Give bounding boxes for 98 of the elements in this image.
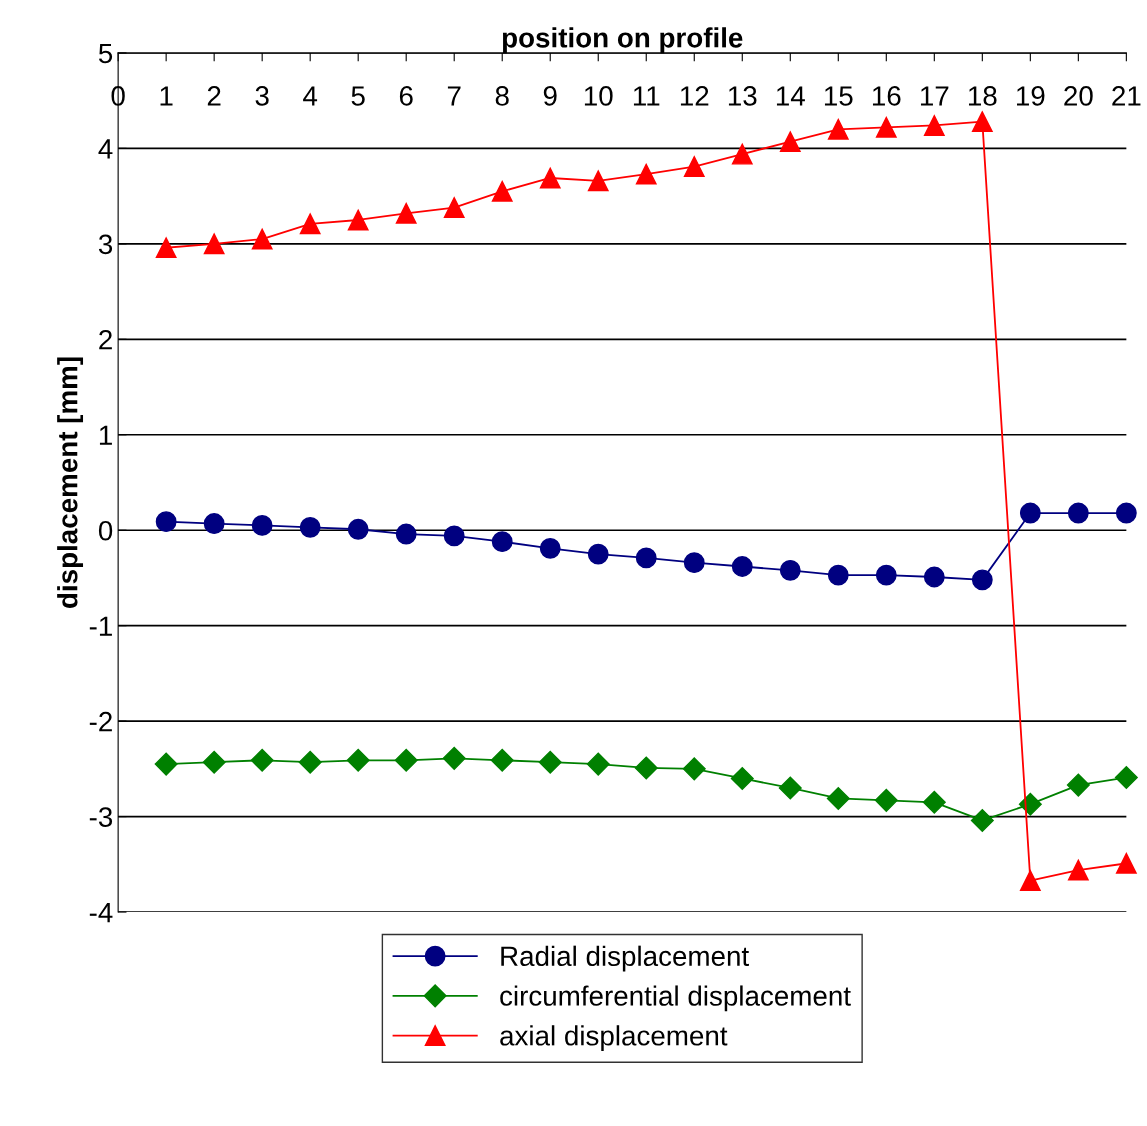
point — [394, 748, 418, 772]
x-tick-label: 15 — [824, 86, 853, 106]
point — [442, 746, 466, 770]
x-tick-label: 16 — [872, 86, 901, 106]
point — [922, 790, 946, 814]
point — [731, 556, 753, 577]
point — [395, 523, 417, 545]
point — [874, 788, 898, 812]
point — [203, 233, 225, 255]
point — [395, 202, 417, 224]
x-tick-label: 8 — [495, 86, 509, 106]
y-tick-label: 1 — [99, 425, 112, 445]
y-axis-title: displacement [mm] — [57, 357, 84, 608]
point — [730, 766, 754, 790]
point — [1067, 859, 1089, 881]
point — [827, 564, 849, 586]
point — [827, 118, 849, 140]
point — [155, 511, 177, 533]
point — [923, 566, 945, 588]
point — [875, 116, 897, 138]
x-tick-label: 11 — [633, 86, 660, 106]
point — [251, 228, 273, 250]
point — [682, 757, 706, 781]
x-tick-label: 19 — [1017, 86, 1045, 106]
x-tick-label: 1 — [160, 86, 173, 106]
x-tick-label: 3 — [255, 86, 269, 106]
x-tick-label: 12 — [680, 86, 709, 106]
point — [923, 115, 945, 136]
x-tick-label: 17 — [920, 86, 949, 106]
point — [443, 525, 465, 547]
point — [250, 748, 274, 772]
x-axis-title: position on profile — [502, 27, 743, 54]
legend-label: axial displacement — [500, 1025, 728, 1052]
point — [299, 516, 321, 538]
point — [298, 750, 322, 774]
x-tick-label: 4 — [303, 86, 318, 106]
point — [971, 111, 993, 133]
point — [1019, 870, 1041, 891]
point — [971, 569, 993, 591]
point — [1115, 502, 1137, 524]
point — [347, 518, 369, 540]
point — [346, 748, 370, 772]
point — [1115, 852, 1137, 874]
y-tick-label: -4 — [89, 903, 113, 923]
x-tick-label: 20 — [1064, 86, 1093, 106]
x-tick-label: 18 — [968, 86, 997, 106]
x-tick-label: 14 — [776, 86, 805, 106]
x-tick-label: 5 — [351, 86, 365, 106]
x-tick-label: 13 — [728, 86, 757, 106]
point — [347, 209, 369, 231]
point — [634, 756, 658, 780]
point — [299, 213, 321, 235]
point — [155, 237, 177, 259]
point — [154, 752, 178, 776]
y-tick-label: 4 — [98, 139, 113, 159]
y-tick-label: -2 — [89, 711, 112, 732]
point — [635, 163, 657, 185]
point — [778, 776, 802, 800]
point — [539, 167, 561, 189]
point — [538, 750, 562, 774]
point — [875, 564, 897, 586]
point — [1019, 502, 1041, 524]
y-tick-label: -3 — [89, 807, 113, 827]
point — [587, 543, 609, 565]
point — [826, 786, 850, 810]
x-tick-label: 7 — [447, 86, 461, 106]
x-tick-label: 6 — [399, 86, 413, 106]
point — [490, 748, 514, 772]
point — [635, 547, 657, 569]
point — [683, 156, 705, 177]
y-tick-label: 3 — [98, 234, 113, 255]
legend-label: circumferential displacement — [500, 985, 851, 1012]
point — [586, 752, 610, 776]
point — [587, 170, 609, 192]
point — [683, 552, 705, 574]
point — [731, 143, 753, 165]
y-tick-label: 2 — [99, 329, 112, 350]
point — [539, 537, 561, 559]
point — [443, 197, 465, 218]
point — [779, 559, 801, 581]
y-tick-label: -1 — [89, 616, 112, 636]
point — [1114, 765, 1138, 789]
point — [251, 515, 273, 536]
point — [203, 513, 225, 534]
legend-label: Radial displacement — [501, 945, 749, 972]
point — [970, 808, 994, 832]
point — [1066, 773, 1090, 797]
point — [491, 180, 513, 202]
point — [779, 131, 801, 153]
point — [491, 531, 513, 553]
point — [1067, 502, 1089, 524]
x-tick-label: 2 — [207, 86, 221, 106]
y-tick-label: 0 — [98, 520, 113, 541]
x-tick-label: 21 — [1112, 86, 1141, 106]
point — [202, 750, 226, 774]
x-tick-label: 10 — [584, 86, 613, 106]
x-tick-label: 9 — [543, 86, 557, 106]
y-tick-label: 5 — [98, 43, 113, 64]
